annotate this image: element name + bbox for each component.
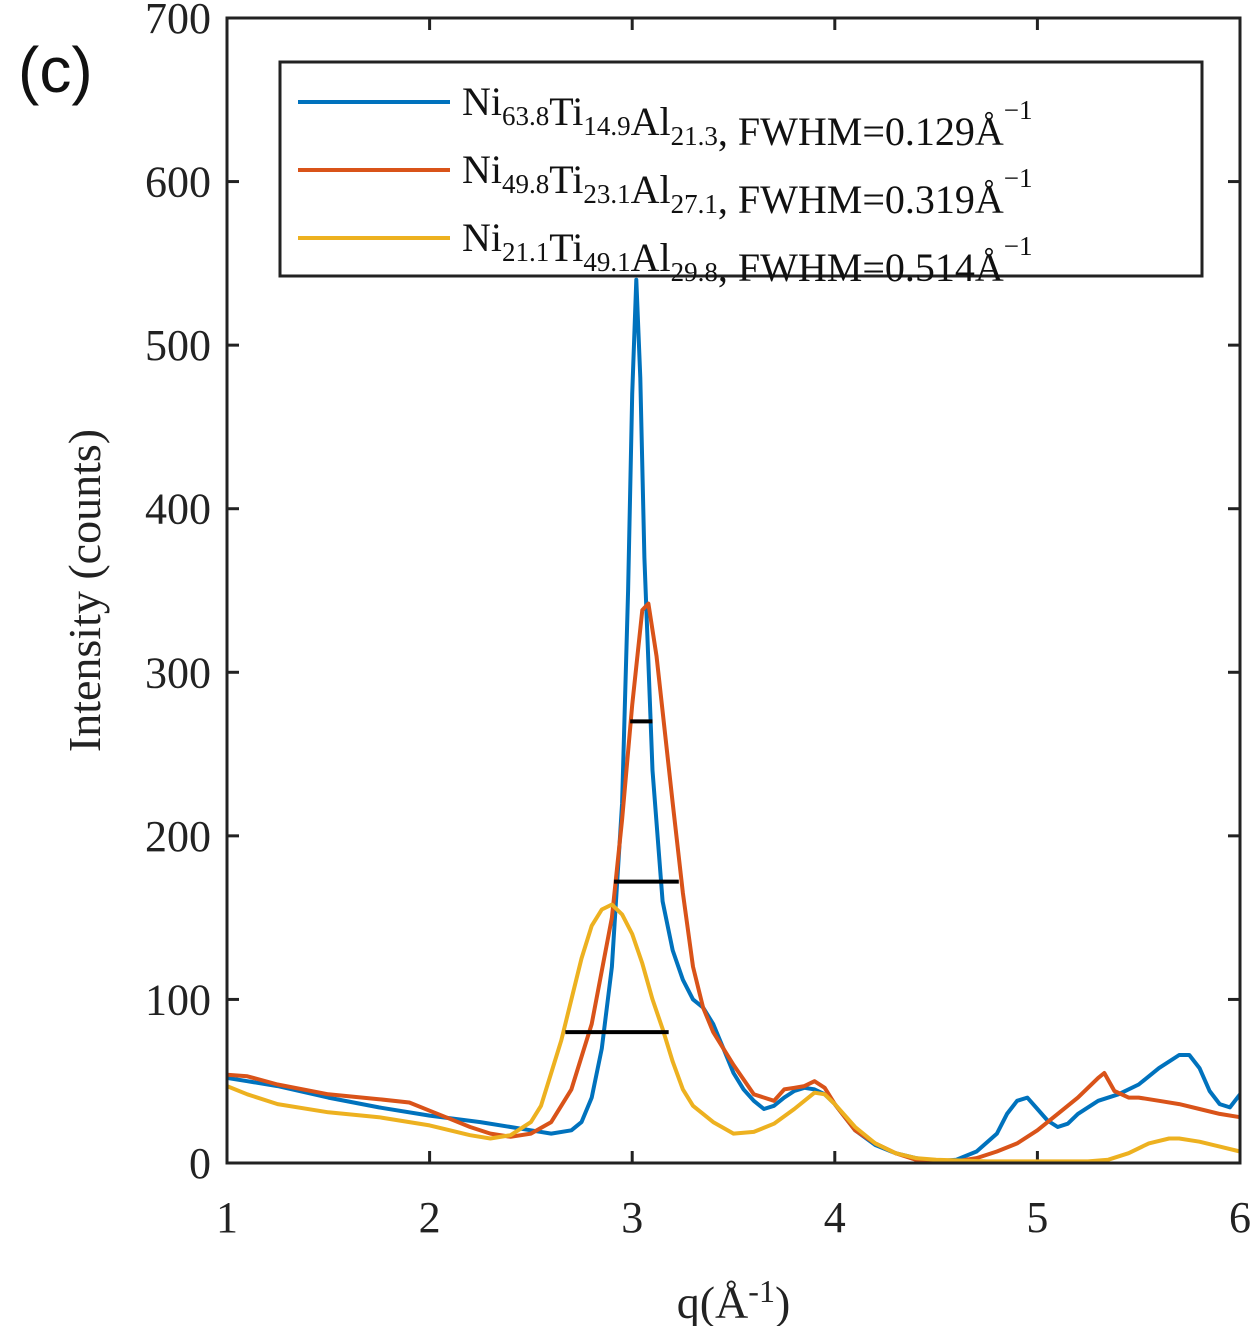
legend-text-part: Ni (462, 79, 502, 124)
legend-subscript: 23.1 (583, 179, 630, 209)
legend-text-part: Ni (462, 147, 502, 192)
legend-subscript: 21.1 (502, 237, 549, 267)
legend-entry-1: Ni63.8Ti14.9Al21.3, FWHM=0.129Å−1 (462, 79, 1033, 154)
y-tick-label: 400 (145, 485, 211, 534)
legend-text-part: , FWHM=0.129Å (718, 109, 1004, 154)
legend-subscript: 49.8 (502, 169, 549, 199)
legend-text-part: Ti (549, 89, 583, 134)
legend-text-part: Ti (549, 157, 583, 202)
y-tick-label: 300 (145, 648, 211, 697)
series-line-2 (226, 601, 1241, 1164)
series-line-1 (226, 277, 1242, 1164)
series-line-3 (226, 902, 1241, 1164)
legend-entry-3: Ni21.1Ti49.1Al29.8, FWHM=0.514Å−1 (462, 215, 1033, 290)
panel-label: (c) (18, 34, 93, 106)
legend-subscript: 49.1 (583, 247, 630, 277)
y-tick-label: 500 (145, 321, 211, 370)
y-tick-labels: 0 100 200 300 400 500 600 700 (145, 0, 211, 1188)
y-tick-label: 100 (145, 975, 211, 1024)
legend-subscript: 29.8 (671, 257, 718, 287)
legend-subscript: 21.3 (671, 121, 718, 151)
plot-lines (226, 277, 1242, 1164)
x-axis-label: q(Å-1) (677, 1273, 791, 1326)
legend-text-part: , FWHM=0.514Å (718, 245, 1004, 290)
legend-subscript: 63.8 (502, 101, 549, 131)
legend-subscript: 14.9 (583, 111, 630, 141)
x-tick-labels: 1 2 3 4 5 6 (216, 1193, 1250, 1242)
legend-superscript: −1 (1004, 231, 1033, 261)
x-tick-label: 1 (216, 1193, 238, 1242)
x-axis-label-sup: -1 (748, 1273, 775, 1309)
legend-text-part: , FWHM=0.319Å (718, 177, 1004, 222)
fwhm-markers (565, 719, 679, 1035)
x-axis-label-close: ) (775, 1277, 790, 1326)
axes-frame (225, 16, 1242, 1165)
y-axis-label: Intensity (counts) (59, 429, 110, 752)
y-tick-label: 700 (145, 0, 211, 43)
x-tick-label: 2 (419, 1193, 441, 1242)
x-tick-label: 3 (621, 1193, 643, 1242)
y-tick-label: 200 (145, 812, 211, 861)
legend-text-part: Ni (462, 215, 502, 260)
legend-text-part: Al (631, 167, 671, 212)
y-tick-label: 0 (189, 1139, 211, 1188)
y-tick-label: 600 (145, 158, 211, 207)
legend-text-part: Ti (549, 225, 583, 270)
legend-superscript: −1 (1004, 163, 1033, 193)
legend-text-part: Al (631, 235, 671, 280)
x-tick-label: 5 (1026, 1193, 1048, 1242)
x-tick-label: 6 (1229, 1193, 1250, 1242)
legend: Ni63.8Ti14.9Al21.3, FWHM=0.129Å−1Ni49.8T… (278, 60, 1204, 290)
x-axis-label-base: q(Å (677, 1277, 749, 1326)
legend-entry-2: Ni49.8Ti23.1Al27.1, FWHM=0.319Å−1 (462, 147, 1033, 222)
legend-subscript: 27.1 (671, 189, 718, 219)
legend-superscript: −1 (1004, 95, 1033, 125)
x-tick-label: 4 (824, 1193, 846, 1242)
legend-text-part: Al (631, 99, 671, 144)
